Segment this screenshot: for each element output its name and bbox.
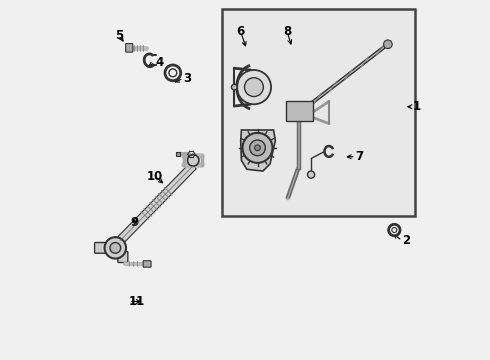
Circle shape <box>104 237 126 258</box>
Polygon shape <box>307 41 391 108</box>
Circle shape <box>110 243 121 253</box>
Text: 11: 11 <box>129 295 145 308</box>
Circle shape <box>245 78 263 96</box>
Circle shape <box>231 84 237 90</box>
Text: 1: 1 <box>413 100 421 113</box>
FancyBboxPatch shape <box>118 251 128 262</box>
FancyBboxPatch shape <box>143 261 151 267</box>
FancyBboxPatch shape <box>95 243 106 253</box>
Bar <box>286 102 313 121</box>
Circle shape <box>389 224 400 236</box>
Text: 3: 3 <box>184 72 192 85</box>
Text: 10: 10 <box>147 170 163 183</box>
Text: 6: 6 <box>237 25 245 38</box>
Circle shape <box>249 140 266 156</box>
Text: 8: 8 <box>283 25 291 38</box>
FancyBboxPatch shape <box>126 44 133 52</box>
Text: 4: 4 <box>155 55 163 69</box>
Circle shape <box>169 69 177 77</box>
Text: 7: 7 <box>356 150 364 163</box>
Circle shape <box>392 228 397 233</box>
Circle shape <box>188 155 199 166</box>
Circle shape <box>243 133 272 163</box>
Circle shape <box>165 65 181 81</box>
Text: 2: 2 <box>402 234 410 247</box>
Circle shape <box>255 145 260 151</box>
Circle shape <box>237 70 271 104</box>
Circle shape <box>384 40 392 49</box>
Polygon shape <box>241 130 275 171</box>
Bar <box>176 152 180 157</box>
Text: 5: 5 <box>115 29 123 42</box>
Bar <box>222 9 415 216</box>
Circle shape <box>308 171 315 178</box>
Text: 9: 9 <box>130 216 138 229</box>
Polygon shape <box>117 163 196 244</box>
